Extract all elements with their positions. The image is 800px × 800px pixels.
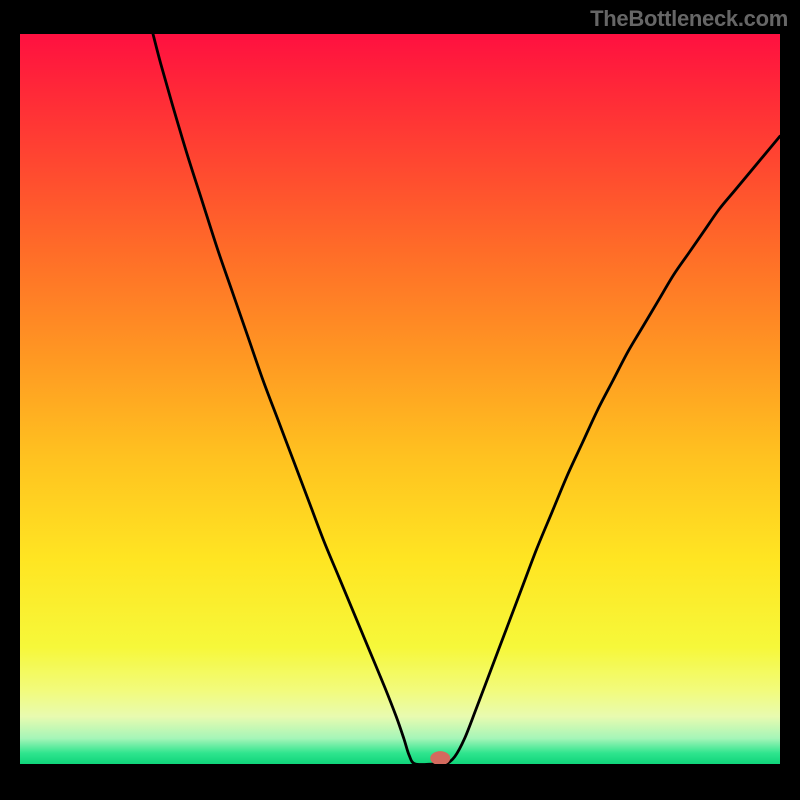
- gradient-background: [20, 34, 780, 764]
- bottleneck-curve-chart: [20, 34, 780, 764]
- watermark-text: TheBottleneck.com: [590, 6, 788, 32]
- plot-area: [20, 34, 780, 764]
- chart-container: TheBottleneck.com: [0, 0, 800, 800]
